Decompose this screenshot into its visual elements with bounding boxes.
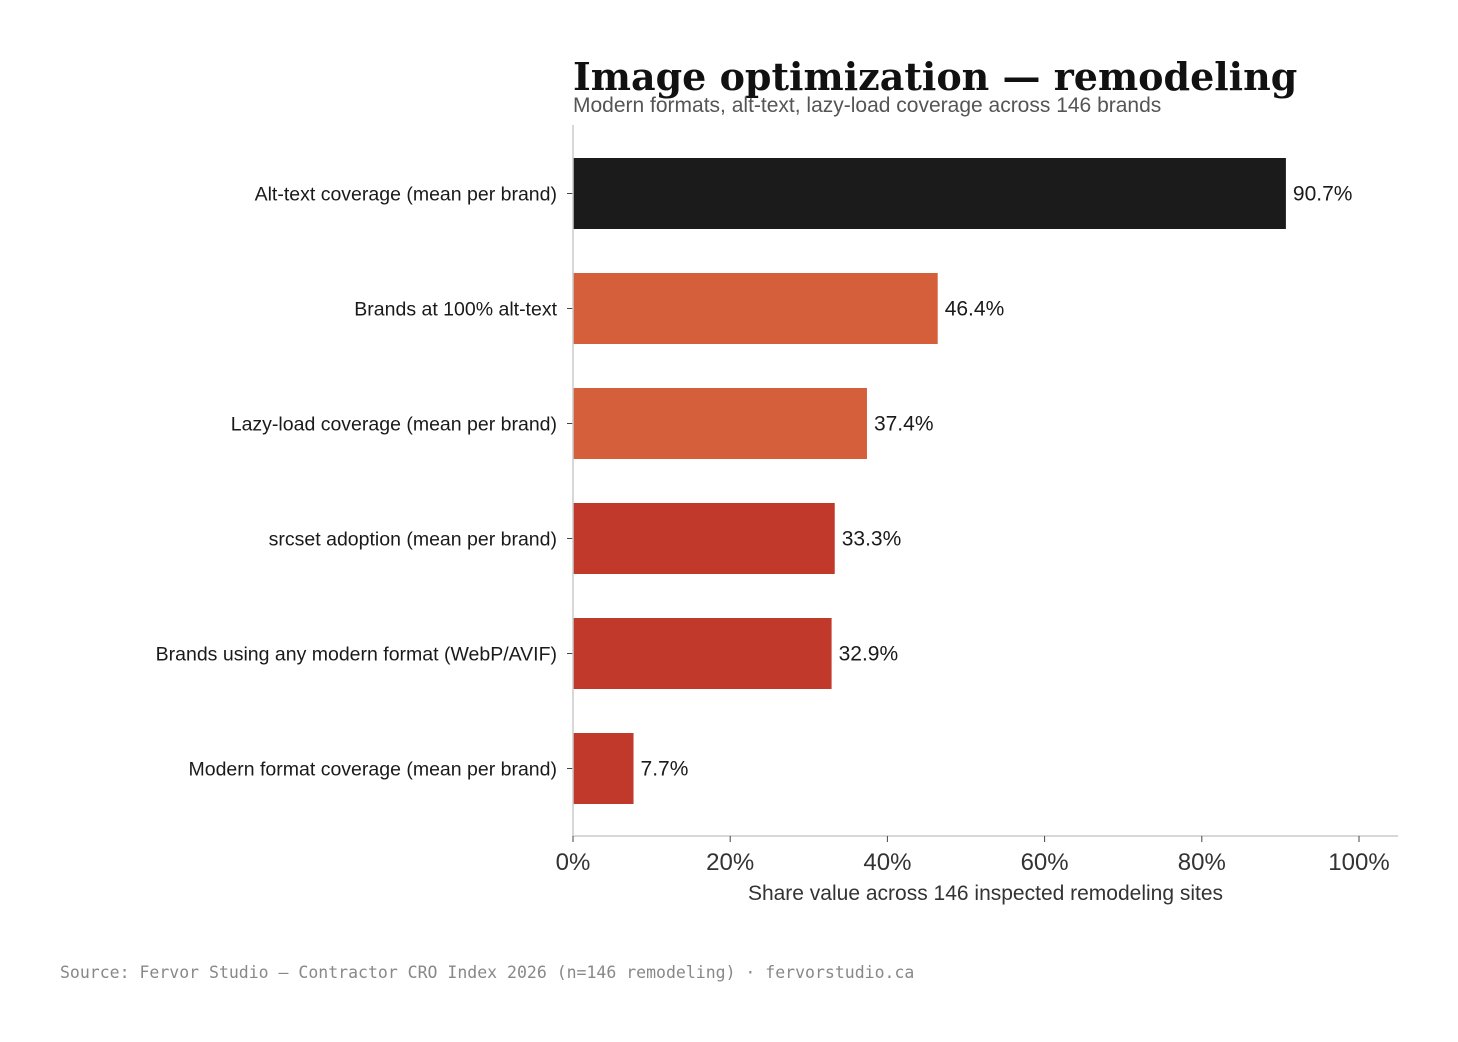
x-tick-label: 0% bbox=[556, 849, 591, 876]
category-label: Brands using any modern format (WebP/AVI… bbox=[156, 644, 557, 666]
bar bbox=[573, 503, 835, 574]
category-label: Brands at 100% alt-text bbox=[354, 299, 557, 321]
bar bbox=[573, 388, 867, 459]
category-label: Lazy-load coverage (mean per brand) bbox=[231, 414, 557, 436]
bar bbox=[573, 618, 832, 689]
x-tick-label: 80% bbox=[1178, 849, 1226, 876]
value-label: 32.9% bbox=[839, 643, 899, 666]
category-label: Alt-text coverage (mean per brand) bbox=[255, 184, 557, 206]
value-label: 33.3% bbox=[842, 528, 902, 551]
x-axis-title: Share value across 146 inspected remodel… bbox=[748, 882, 1223, 905]
chart-subtitle: Modern formats, alt-text, lazy-load cove… bbox=[573, 94, 1161, 117]
value-label: 46.4% bbox=[945, 298, 1005, 321]
value-label: 7.7% bbox=[641, 758, 689, 781]
x-tick-label: 20% bbox=[706, 849, 754, 876]
source-note: Source: Fervor Studio — Contractor CRO I… bbox=[60, 963, 914, 982]
value-label: 37.4% bbox=[874, 413, 934, 436]
category-label: Modern format coverage (mean per brand) bbox=[188, 759, 557, 781]
bar bbox=[573, 733, 634, 804]
chart-title: Image optimization — remodeling bbox=[573, 54, 1297, 99]
bar bbox=[573, 273, 938, 344]
category-label: srcset adoption (mean per brand) bbox=[269, 529, 557, 551]
value-label: 90.7% bbox=[1293, 183, 1353, 206]
x-tick-label: 100% bbox=[1328, 849, 1389, 876]
x-tick-label: 60% bbox=[1021, 849, 1069, 876]
bars-layer: Alt-text coverage (mean per brand) 90.7% B… bbox=[156, 158, 1353, 804]
x-ticks-layer: 0% 20% 40% 60% 80% 100% bbox=[556, 836, 1390, 876]
x-tick-label: 40% bbox=[863, 849, 911, 876]
bar bbox=[573, 158, 1286, 229]
